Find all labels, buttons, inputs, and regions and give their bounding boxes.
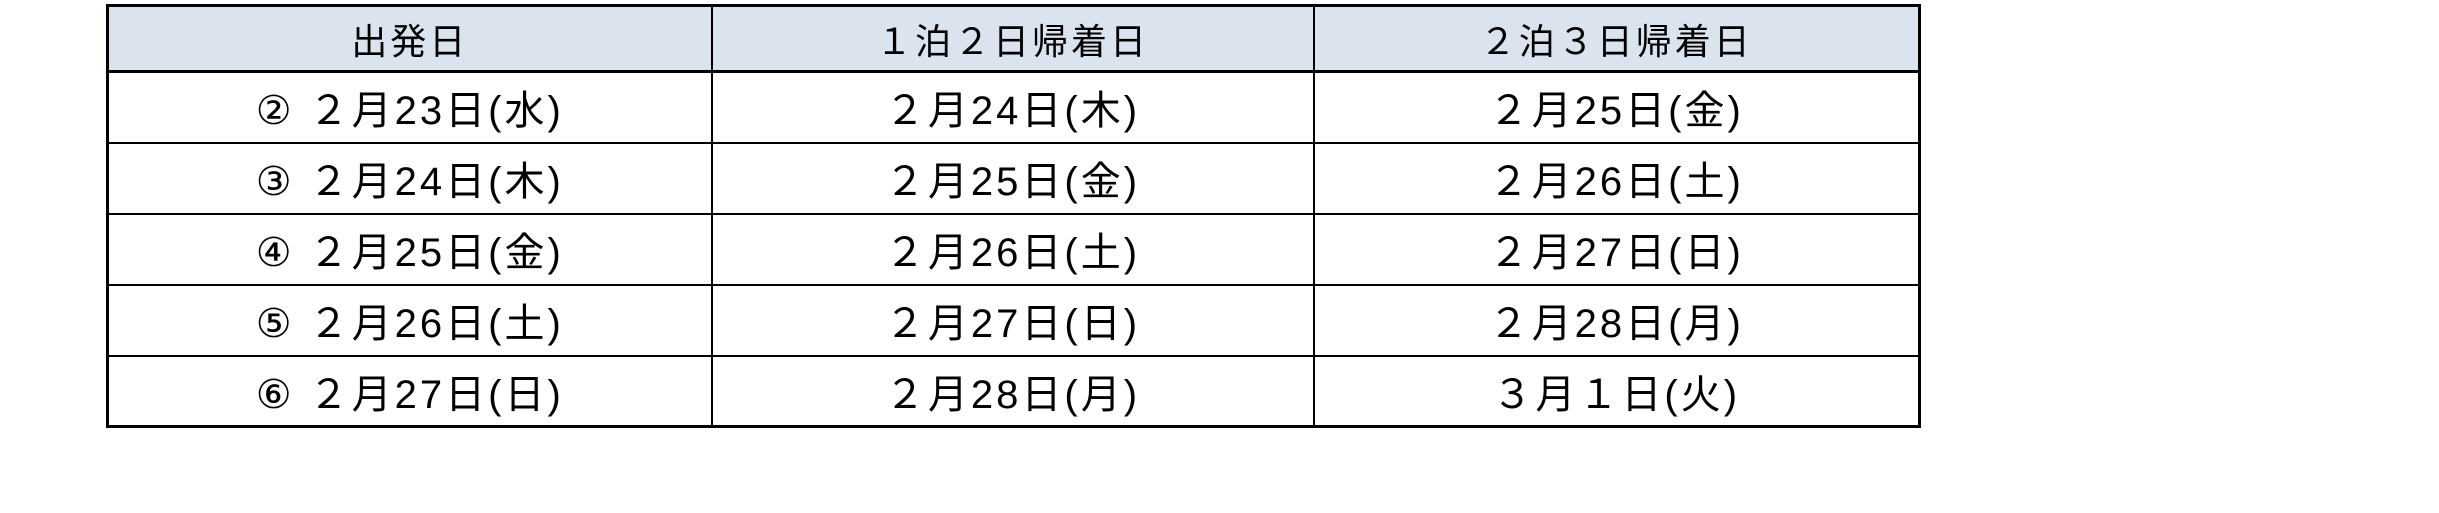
cell-departure-date: ④ ２月25日(金): [106, 212, 713, 286]
cell-departure-date: ⑥ ２月27日(日): [106, 354, 713, 428]
cell-return-2nights-3days: ２月27日(日): [1312, 212, 1921, 286]
table-row: ⑥ ２月27日(日) ２月28日(月) ３月１日(火): [106, 354, 1921, 428]
cell-return-1night-2days: ２月27日(日): [710, 283, 1315, 357]
cell-return-1night-2days: ２月25日(金): [710, 141, 1315, 215]
table-row: ② ２月23日(水) ２月24日(木) ２月25日(金): [106, 70, 1921, 144]
cell-departure-date: ② ２月23日(水): [106, 70, 713, 144]
schedule-table: 出発日 １泊２日帰着日 ２泊３日帰着日 ② ２月23日(水) ２月24日(木) …: [106, 4, 1921, 428]
table-row: ④ ２月25日(金) ２月26日(土) ２月27日(日): [106, 212, 1921, 286]
cell-return-1night-2days: ２月24日(木): [710, 70, 1315, 144]
cell-return-1night-2days: ２月26日(土): [710, 212, 1315, 286]
cell-return-2nights-3days: ３月１日(火): [1312, 354, 1921, 428]
header-cell-departure-date: 出発日: [106, 4, 713, 73]
header-cell-return-1night-2days: １泊２日帰着日: [710, 4, 1315, 73]
table-row: ⑤ ２月26日(土) ２月27日(日) ２月28日(月): [106, 283, 1921, 357]
cell-return-2nights-3days: ２月25日(金): [1312, 70, 1921, 144]
cell-departure-date: ⑤ ２月26日(土): [106, 283, 713, 357]
cell-return-2nights-3days: ２月26日(土): [1312, 141, 1921, 215]
header-cell-return-2nights-3days: ２泊３日帰着日: [1312, 4, 1921, 73]
cell-departure-date: ③ ２月24日(木): [106, 141, 713, 215]
cell-return-2nights-3days: ２月28日(月): [1312, 283, 1921, 357]
cell-return-1night-2days: ２月28日(月): [710, 354, 1315, 428]
header-row: 出発日 １泊２日帰着日 ２泊３日帰着日: [106, 4, 1921, 73]
departure-return-schedule: 出発日 １泊２日帰着日 ２泊３日帰着日 ② ２月23日(水) ２月24日(木) …: [106, 4, 1921, 428]
table-row: ③ ２月24日(木) ２月25日(金) ２月26日(土): [106, 141, 1921, 215]
